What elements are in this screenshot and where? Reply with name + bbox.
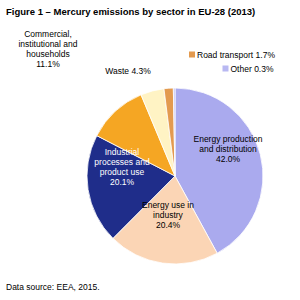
label-category: Commercial, [24,29,72,39]
label-category: industry [153,210,184,220]
label-category: Energy use in [142,200,194,210]
label-category: Other [230,64,251,74]
label-value: 20.1% [110,177,135,187]
label-value: 0.3% [254,64,274,74]
label-category: Industrial [105,147,140,157]
label-category: Energy production [194,134,263,144]
pie [87,88,263,264]
label-swatch [222,66,228,72]
label-category: processes and [94,157,150,167]
source: Data source: EEA, 2015. [6,282,100,292]
data-label: Road transport 1.7% [197,50,275,60]
label-value: 42.0% [216,154,241,164]
label-value: 11.1% [36,59,60,69]
label-swatch [189,52,195,58]
pie-slice [173,88,175,176]
label-value: 20.4% [156,220,181,230]
title: Figure 1 – Mercury emissions by sector i… [6,6,255,17]
label-category: Waste [105,66,129,76]
data-label: Commercial,institutional andhouseholds11… [18,29,77,69]
label-category: Road transport [197,50,254,60]
label-value: 4.3% [131,66,151,76]
data-label: Energy use inindustry20.4% [142,200,194,230]
label-category: households [26,49,69,59]
label-category: institutional and [18,39,77,49]
data-label: Waste 4.3% [105,66,151,76]
label-value: 1.7% [256,50,276,60]
data-labels: Energy productionand distribution42.0%En… [18,29,275,230]
data-label: Other 0.3% [230,64,273,74]
chart: Figure 1 – Mercury emissions by sector i… [0,0,300,300]
label-category: product use [100,167,145,177]
label-category: and distribution [199,144,257,154]
pie-slice [164,88,175,176]
data-label: Energy productionand distribution42.0% [194,134,263,164]
data-label: Industrialprocesses andproduct use20.1% [94,147,150,187]
